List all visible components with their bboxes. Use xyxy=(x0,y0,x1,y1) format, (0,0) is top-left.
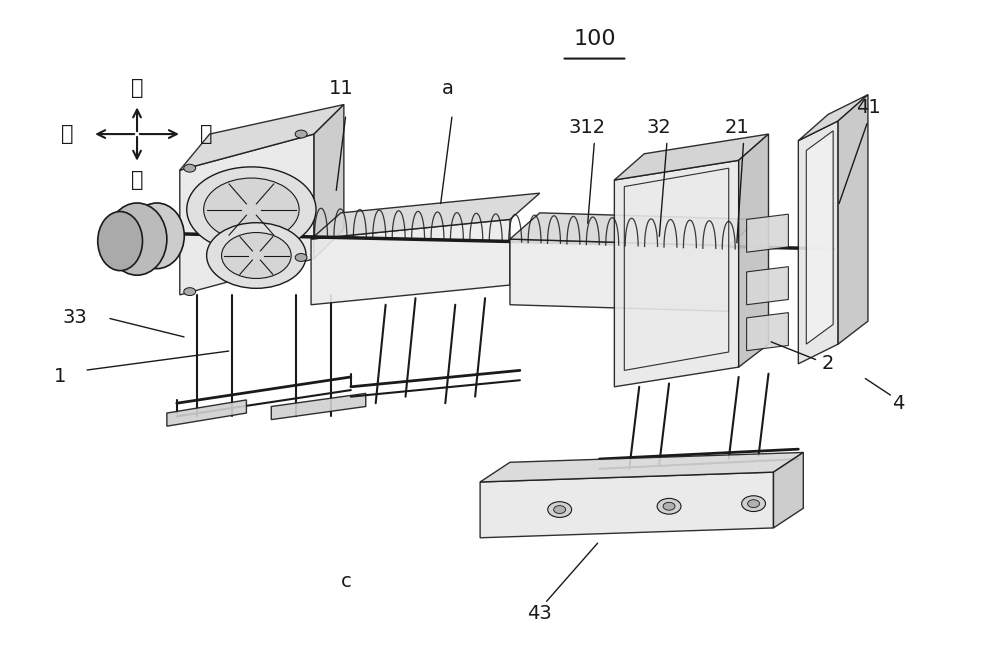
Circle shape xyxy=(295,254,307,261)
Polygon shape xyxy=(798,95,868,140)
Text: 右: 右 xyxy=(200,124,213,144)
Polygon shape xyxy=(806,131,833,344)
Text: a: a xyxy=(442,79,454,97)
Text: 32: 32 xyxy=(647,118,671,137)
Polygon shape xyxy=(747,267,788,305)
Polygon shape xyxy=(747,312,788,351)
Circle shape xyxy=(184,288,196,295)
Text: c: c xyxy=(340,572,351,591)
Ellipse shape xyxy=(98,212,142,271)
Polygon shape xyxy=(510,213,759,246)
Circle shape xyxy=(222,232,291,279)
Circle shape xyxy=(295,130,307,138)
Circle shape xyxy=(657,498,681,514)
Text: 33: 33 xyxy=(62,308,87,328)
Circle shape xyxy=(187,167,316,252)
Polygon shape xyxy=(510,239,729,311)
Polygon shape xyxy=(773,452,803,528)
Polygon shape xyxy=(614,160,739,387)
Text: 100: 100 xyxy=(573,29,616,49)
Circle shape xyxy=(742,496,766,512)
Text: 41: 41 xyxy=(856,99,880,117)
Polygon shape xyxy=(167,400,246,426)
Polygon shape xyxy=(271,393,366,420)
Ellipse shape xyxy=(107,203,167,275)
Text: 左: 左 xyxy=(61,124,74,144)
Polygon shape xyxy=(311,219,510,305)
Polygon shape xyxy=(480,472,773,538)
Circle shape xyxy=(554,506,566,514)
Text: 43: 43 xyxy=(527,604,552,623)
Polygon shape xyxy=(739,134,769,367)
Text: 1: 1 xyxy=(54,367,67,387)
Polygon shape xyxy=(314,105,344,259)
Polygon shape xyxy=(614,134,769,180)
Polygon shape xyxy=(798,121,838,364)
Polygon shape xyxy=(180,105,344,170)
Text: 11: 11 xyxy=(329,79,353,97)
Circle shape xyxy=(204,178,299,241)
Circle shape xyxy=(663,502,675,510)
Polygon shape xyxy=(480,452,803,482)
Polygon shape xyxy=(838,95,868,344)
Circle shape xyxy=(548,502,572,518)
Circle shape xyxy=(207,222,306,289)
Circle shape xyxy=(748,500,760,508)
Ellipse shape xyxy=(130,203,184,269)
Polygon shape xyxy=(180,134,314,295)
Text: 312: 312 xyxy=(569,118,606,137)
Polygon shape xyxy=(747,214,788,252)
Circle shape xyxy=(184,164,196,172)
Text: 2: 2 xyxy=(822,354,834,373)
Text: 21: 21 xyxy=(724,118,749,137)
Text: 4: 4 xyxy=(892,394,904,412)
Text: 前: 前 xyxy=(131,78,143,98)
Text: 后: 后 xyxy=(131,170,143,190)
Polygon shape xyxy=(311,193,540,239)
